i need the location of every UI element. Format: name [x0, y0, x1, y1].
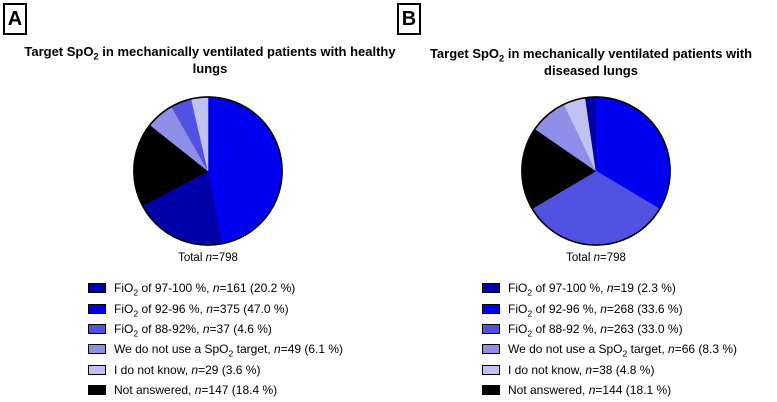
legend-swatch [482, 344, 500, 355]
legend-swatch [482, 364, 500, 375]
total-value: =798 [600, 252, 626, 264]
legend-item: FiO2 of 97-100 %, n=19 (2.3 %) [482, 278, 737, 298]
panel-a-title: Target SpO2 in mechanically ventilated p… [20, 44, 400, 77]
legend-item: FiO2 of 92-96 %, n=375 (47.0 %) [88, 298, 343, 318]
legend-item: I do not know, n=29 (3.6 %) [88, 360, 343, 380]
legend-item: We do not use a SpO2 target, n=49 (6.1 %… [88, 339, 343, 359]
legend-swatch [88, 303, 106, 314]
legend-label: We do not use a SpO2 target, n=49 (6.1 %… [114, 342, 344, 359]
total-n-italic: n [205, 252, 212, 264]
legend-item: FiO2 of 92-96 %, n=268 (33.6 %) [482, 298, 737, 318]
title-text: in mechanically ventilated patients with… [504, 46, 753, 78]
legend-item: FiO2 of 88-92%, n=37 (4.6 %) [88, 319, 343, 339]
legend-swatch [482, 385, 500, 396]
pie-chart-diseased-lungs [521, 96, 671, 246]
total-text: Total [178, 252, 206, 264]
legend-b: FiO2 of 97-100 %, n=19 (2.3 %) FiO2 of 9… [482, 278, 737, 400]
panel-b-label: B [397, 3, 421, 35]
panel-a: A Target SpO2 in mechanically ventilated… [3, 3, 396, 400]
title-text: Target SpO [429, 46, 500, 61]
pie-chart-healthy-lungs [133, 96, 283, 246]
legend-swatch [88, 283, 106, 294]
legend-swatch [88, 323, 106, 334]
legend-swatch [88, 344, 106, 355]
legend-swatch [482, 323, 500, 334]
title-text: in mechanically ventilated patients with… [98, 44, 396, 76]
legend-item: Not answered, n=144 (18.1 %) [482, 380, 737, 400]
legend-label: I do not know, n=38 (4.8 %) [508, 362, 655, 377]
total-text: Total [566, 252, 594, 264]
legend-label: FiO2 of 88-92%, n=37 (4.6 %) [114, 321, 272, 339]
total-label: Total n=798 [131, 252, 285, 264]
legend-swatch [88, 385, 106, 396]
legend-a: FiO2 of 97-100 %, n=161 (20.2 %) FiO2 of… [88, 278, 343, 400]
legend-item: I do not know, n=38 (4.8 %) [482, 360, 737, 380]
legend-item: FiO2 of 88-92 %, n=263 (33.0 %) [482, 319, 737, 339]
legend-item: Not answered, n=147 (18.4 %) [88, 380, 343, 400]
total-label: Total n=798 [519, 252, 673, 264]
legend-label: FiO2 of 92-96 %, n=375 (47.0 %) [114, 301, 289, 318]
title-subscript: 2 [93, 51, 99, 62]
legend-swatch [482, 303, 500, 314]
total-n-italic: n [593, 252, 600, 264]
title-subscript: 2 [499, 53, 505, 64]
legend-label: I do not know, n=29 (3.6 %) [114, 362, 261, 377]
legend-label: We do not use a SpO2 target, n=66 (8.3 %… [508, 342, 738, 359]
panel-b-title: Target SpO2 in mechanically ventilated p… [401, 46, 777, 79]
legend-label: Not answered, n=147 (18.4 %) [114, 383, 278, 398]
legend-label: FiO2 of 97-100 %, n=161 (20.2 %) [114, 281, 296, 298]
legend-swatch [482, 283, 500, 294]
legend-label: FiO2 of 97-100 %, n=19 (2.3 %) [508, 281, 676, 298]
legend-item: We do not use a SpO2 target, n=66 (8.3 %… [482, 339, 737, 359]
total-value: =798 [212, 252, 238, 264]
legend-item: FiO2 of 97-100 %, n=161 (20.2 %) [88, 278, 343, 298]
title-text: Target SpO [24, 44, 94, 59]
panel-b: B Target SpO2 in mechanically ventilated… [388, 0, 777, 402]
legend-label: Not answered, n=144 (18.1 %) [508, 383, 672, 398]
legend-swatch [88, 364, 106, 375]
legend-label: FiO2 of 92-96 %, n=268 (33.6 %) [508, 301, 683, 318]
panel-a-label: A [3, 3, 27, 35]
legend-label: FiO2 of 88-92 %, n=263 (33.0 %) [508, 321, 683, 339]
